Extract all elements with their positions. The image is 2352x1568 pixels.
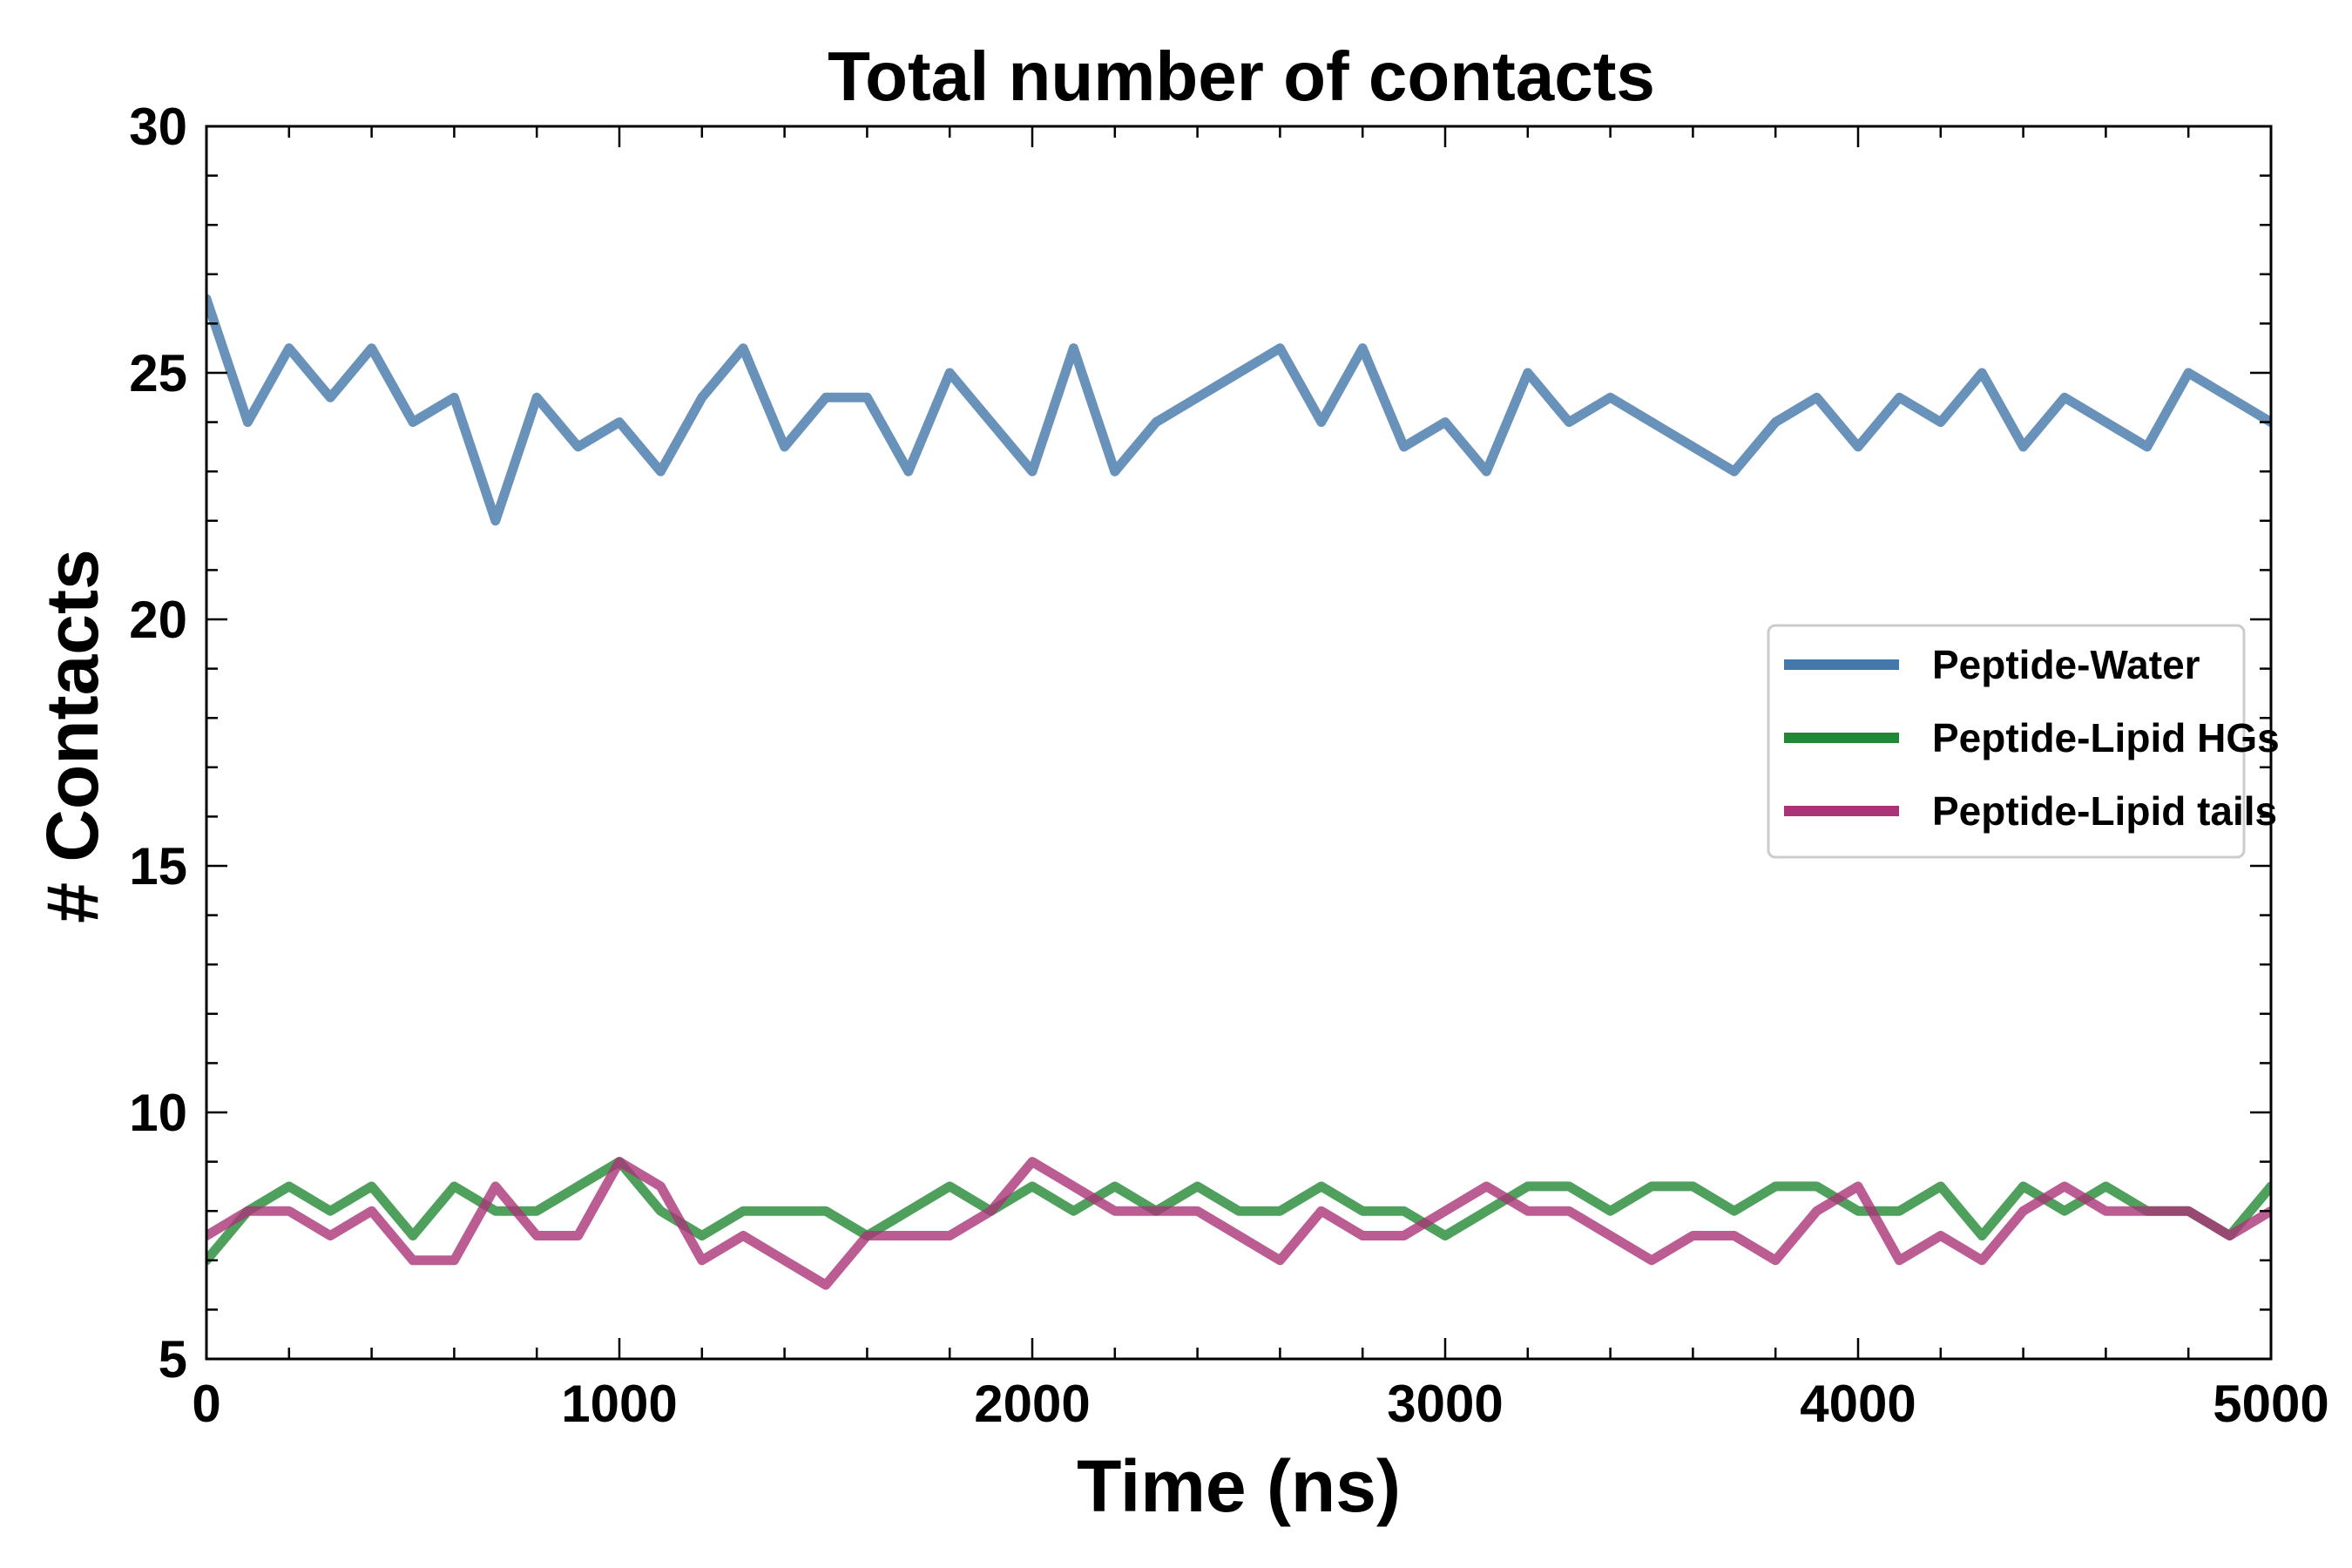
legend-frame: [1767, 624, 2246, 859]
legend-label: Peptide-Lipid tails: [1932, 788, 2277, 834]
y-tick-label: 15: [129, 837, 187, 896]
x-tick-label: 3000: [1387, 1375, 1503, 1433]
series-line-1: [206, 294, 2271, 526]
axis-ticks: [205, 125, 2273, 1361]
y-tick-label: 5: [159, 1330, 187, 1389]
plot-frame: [205, 125, 2273, 1361]
y-tick-label: 20: [129, 591, 187, 649]
y-tick-label: 25: [129, 344, 187, 402]
x-tick-label: 0: [192, 1375, 220, 1433]
x-tick-label: 1000: [561, 1375, 677, 1433]
y-tick-label: 10: [129, 1084, 187, 1142]
x-tick-label: 4000: [1800, 1375, 1916, 1433]
series-line-2: [206, 1157, 2271, 1266]
plot-lines: [206, 294, 2271, 1290]
x-tick-label: 5000: [2213, 1375, 2328, 1433]
x-tick-label: 2000: [974, 1375, 1090, 1433]
legend-label: Peptide-Lipid HGs: [1932, 715, 2280, 760]
y-tick-label: 30: [129, 98, 187, 156]
series-line-3: [206, 1157, 2271, 1290]
chart-title: Total number of contacts: [828, 37, 1655, 115]
legend-label: Peptide-Water: [1932, 642, 2200, 687]
y-axis-title: # Contacts: [31, 549, 113, 923]
axis-tick-labels: 0 1000 2000 3000 4000 5000 5 10 15 20 25 30: [129, 98, 2328, 1433]
legend: Peptide-Water Peptide-Lipid HGs Peptide-Li…: [1767, 624, 2280, 859]
x-axis-title: Time (ns): [1077, 1445, 1401, 1527]
